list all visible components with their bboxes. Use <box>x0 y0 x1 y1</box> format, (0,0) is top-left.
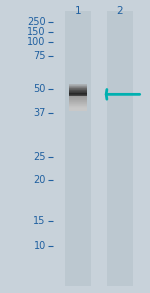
Bar <box>69 94 87 95</box>
Bar <box>69 86 87 87</box>
Bar <box>69 85 87 86</box>
Bar <box>69 100 87 101</box>
Text: 250: 250 <box>27 17 46 27</box>
Bar <box>69 87 87 88</box>
Bar <box>69 91 87 92</box>
Text: 37: 37 <box>33 108 46 118</box>
Text: 50: 50 <box>33 84 46 94</box>
Bar <box>69 89 87 90</box>
Bar <box>69 109 87 110</box>
Bar <box>69 106 87 107</box>
Bar <box>69 102 87 103</box>
Text: 10: 10 <box>33 241 46 251</box>
Bar <box>69 96 87 97</box>
Text: 25: 25 <box>33 152 46 162</box>
Bar <box>69 92 87 93</box>
Text: 1: 1 <box>75 6 81 16</box>
Bar <box>69 85 87 86</box>
Bar <box>69 99 87 100</box>
Bar <box>69 84 87 85</box>
Bar <box>107 11 133 286</box>
Bar <box>69 90 87 91</box>
Bar <box>69 86 87 87</box>
Bar <box>69 84 87 85</box>
Bar <box>69 108 87 109</box>
Bar <box>65 11 91 286</box>
Bar <box>69 93 87 94</box>
Bar <box>69 107 87 108</box>
Bar <box>69 88 87 89</box>
Bar <box>69 108 87 109</box>
Text: 20: 20 <box>33 175 46 185</box>
Text: 75: 75 <box>33 51 46 61</box>
Bar <box>69 87 87 88</box>
Bar <box>69 101 87 102</box>
Bar <box>69 110 87 111</box>
Text: 15: 15 <box>33 216 46 226</box>
Bar <box>69 97 87 98</box>
Bar <box>69 98 87 99</box>
Text: 100: 100 <box>27 37 46 47</box>
Bar <box>69 105 87 106</box>
Bar <box>69 97 87 98</box>
Bar <box>69 103 87 104</box>
Bar <box>69 104 87 105</box>
Text: 150: 150 <box>27 27 46 37</box>
Bar <box>69 95 87 96</box>
Text: 2: 2 <box>117 6 123 16</box>
